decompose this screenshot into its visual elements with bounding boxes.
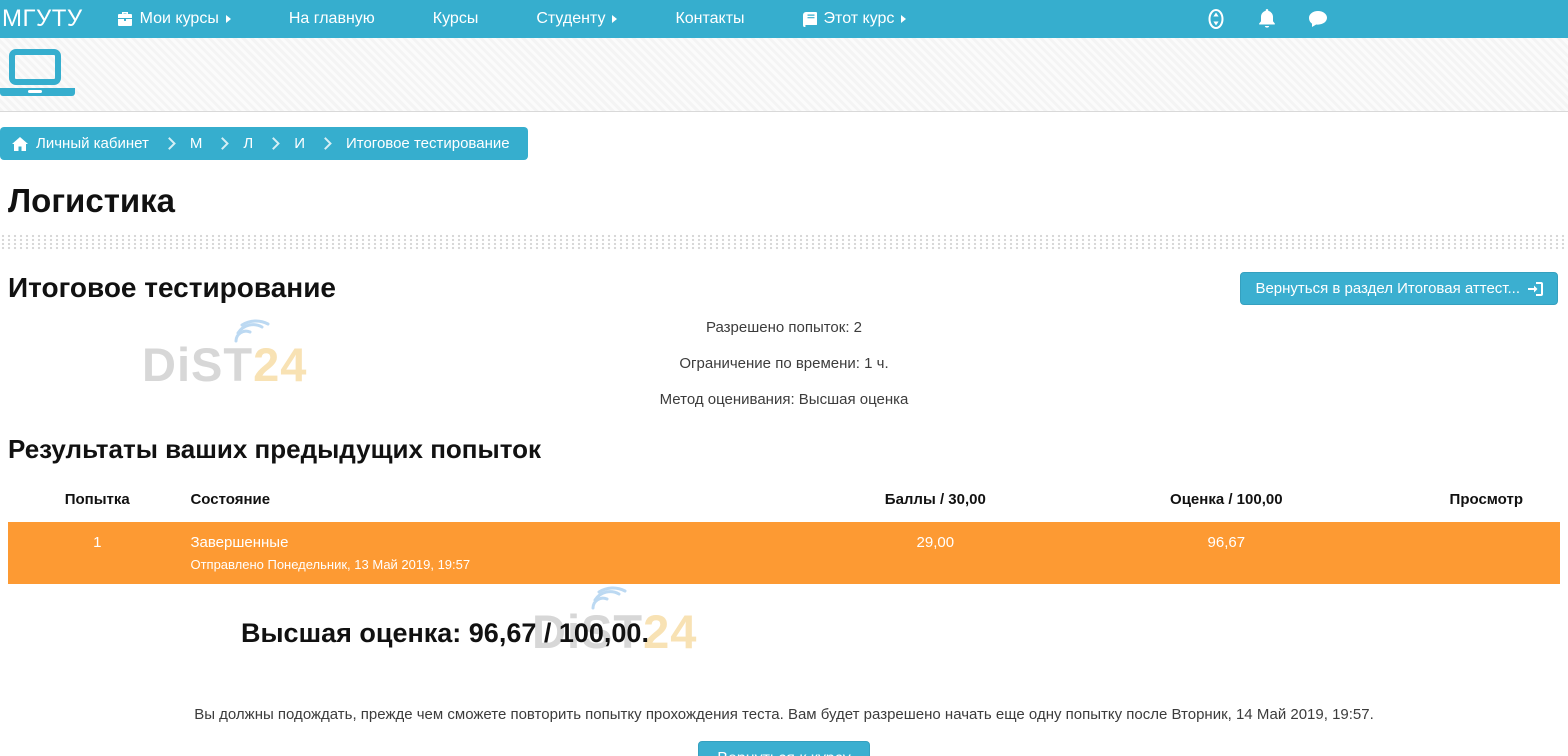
compress-icon[interactable] [1206,9,1226,29]
nav-item-student[interactable]: Студенту [516,0,637,38]
briefcase-icon [117,12,133,26]
chat-icon[interactable] [1308,10,1328,29]
breadcrumb-label: Л [243,135,254,152]
col-header-state: Состояние [190,491,271,508]
attempt-table-row: 1 Завершенные Отправлено Понедельник, 13… [8,522,1560,584]
table-header-row: Попытка Состояние Баллы / 30,00 Оценка /… [8,483,1560,518]
breadcrumb-home[interactable]: Личный кабинет [12,135,149,152]
attempt-marks-cell: 29,00 [830,522,1041,584]
breadcrumb-label: Итоговое тестирование [345,135,510,152]
attempt-number-cell: 1 [8,522,187,584]
attempt-grade-cell: 96,67 [1040,522,1413,584]
caret-right-icon [901,15,907,23]
laptop-logo-icon[interactable] [0,49,75,96]
nav-item-contacts[interactable]: Контакты [655,0,764,38]
quiz-info: DiST24 Разрешено попыток: 2 Ограничение … [0,319,1568,408]
caret-right-icon [612,15,618,23]
nav-item-home[interactable]: На главную [269,0,395,38]
home-icon [12,136,28,151]
breadcrumb-item-l[interactable]: Л [243,135,253,152]
nav-item-label: Контакты [675,10,745,27]
breadcrumb-label: Личный кабинет [36,135,149,152]
breadcrumb-label: М [189,135,203,152]
course-title: Логистика [8,182,176,219]
nav-item-courses[interactable]: Курсы [413,0,499,38]
brand-logo[interactable]: МГУТУ [2,5,83,32]
attempts-table: Попытка Состояние Баллы / 30,00 Оценка /… [8,479,1560,588]
attempt-state: Завершенные [190,534,289,551]
col-header-attempt: Попытка [64,491,130,508]
grading-method-text: Метод оценивания: Высшая оценка [659,391,909,408]
sign-in-icon [1528,281,1543,296]
col-header-marks: Баллы / 30,00 [884,491,986,508]
chevron-right-icon [267,137,281,150]
overall-grade-text: Высшая оценка: 96,67 / 100,00. [241,618,649,648]
back-to-section-button[interactable]: Вернуться в раздел Итоговая аттест... [1240,272,1558,305]
chevron-right-icon [162,137,176,150]
overall-grade-section: DiST24 Высшая оценка: 96,67 / 100,00. [0,586,1568,674]
col-header-grade: Оценка / 100,00 [1170,491,1283,508]
attempt-state-cell: Завершенные Отправлено Понедельник, 13 М… [186,522,831,584]
nav-item-label: Курсы [432,10,479,27]
results-heading: Результаты ваших предыдущих попыток [8,434,541,464]
caret-right-icon [225,15,231,23]
nav-item-label: Студенту [536,10,606,27]
back-to-course-label: Вернуться к курсу [717,750,850,756]
wait-message: Вы должны подождать, прежде чем сможете … [194,706,1374,723]
attempts-allowed-text: Разрешено попыток: 2 [705,319,863,336]
nav-item-label: Мои курсы [139,10,219,27]
nav-item-this-course[interactable]: Этот курс [783,0,927,38]
top-navbar: МГУТУ Мои курсы На главную Курсы Студент… [0,0,1568,38]
attempt-submitted: Отправлено Понедельник, 13 Май 2019, 19:… [190,557,471,572]
nav-item-my-courses[interactable]: Мои курсы [97,0,251,38]
breadcrumb-wrap: Личный кабинет М Л И Итоговое тестирован… [0,127,1568,160]
breadcrumb-item-i[interactable]: И [294,135,305,152]
breadcrumb-label: И [294,135,305,152]
back-to-course-button[interactable]: Вернуться к курсу [698,741,870,756]
attempt-review-cell [1412,522,1560,584]
time-limit-text: Ограничение по времени: 1 ч. [679,355,889,372]
col-header-review: Просмотр [1449,491,1523,508]
dotted-separator [0,234,1568,250]
nav-menu: Мои курсы На главную Курсы Студенту Конт… [97,0,945,38]
chevron-right-icon [319,137,332,150]
quiz-title: Итоговое тестирование [8,272,337,303]
breadcrumb: Личный кабинет М Л И Итоговое тестирован… [0,127,528,160]
nav-right-icons [1206,9,1328,29]
book-icon [802,11,817,27]
nav-item-label: Этот курс [823,10,895,27]
nav-item-label: На главную [288,10,375,27]
bell-icon[interactable] [1258,9,1276,29]
header-strip [0,38,1568,112]
chevron-right-icon [216,137,230,150]
quiz-header: Итоговое тестирование Вернуться в раздел… [8,272,1560,305]
breadcrumb-item-m[interactable]: М [190,135,203,152]
breadcrumb-current: Итоговое тестирование [346,135,510,152]
back-course-wrap: Вернуться к курсу [0,741,1568,756]
back-to-section-label: Вернуться в раздел Итоговая аттест... [1255,280,1520,297]
watermark-text: 24 [643,605,698,658]
